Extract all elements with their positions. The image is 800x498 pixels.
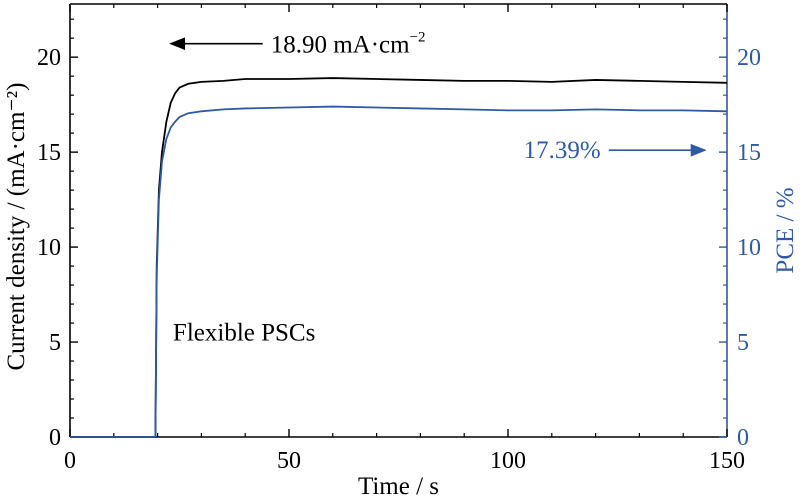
right-y-axis-ticks: 0 5 10 15 20 <box>719 18 761 451</box>
left-y-axis-ticks: 0 5 10 15 20 <box>37 18 78 451</box>
left-y-tick-label: 5 <box>49 330 61 356</box>
current-annotation-superscript: −2 <box>410 30 426 46</box>
right-y-tick-label: 15 <box>737 140 761 166</box>
left-y-tick-label: 20 <box>37 45 61 71</box>
current-annotation: 18.90 mA·cm−2 <box>169 30 426 59</box>
series-current-density-line <box>70 77 728 438</box>
right-y-tick-label: 0 <box>737 425 749 451</box>
current-annotation-value: 18.90 mA·cm <box>271 32 410 59</box>
plot-area: 0 50 100 150 0 5 10 15 20 0 5 10 15 20 <box>37 3 761 474</box>
x-tick-label: 0 <box>64 448 76 474</box>
right-y-tick-label: 20 <box>737 45 761 71</box>
left-y-axis-title: Current density / (mA·cm⁻²) <box>3 83 30 371</box>
left-y-tick-label: 10 <box>37 235 61 261</box>
pce-annotation-text: 17.39% <box>524 137 601 164</box>
series-pce-line <box>70 105 728 438</box>
current-annotation-text: 18.90 mA·cm−2 <box>271 30 426 59</box>
x-tick-label: 150 <box>709 448 745 474</box>
x-tick-label: 100 <box>490 448 526 474</box>
left-y-tick-label: 15 <box>37 140 61 166</box>
x-axis-ticks: 0 50 100 150 <box>64 4 745 474</box>
right-y-tick-label: 10 <box>737 235 761 261</box>
left-y-tick-label: 0 <box>49 425 61 451</box>
x-tick-label: 50 <box>277 448 301 474</box>
x-axis-title: Time / s <box>358 473 439 498</box>
flexible-pscs-label: Flexible PSCs <box>173 320 315 347</box>
right-y-axis-title: PCE / % <box>772 187 799 273</box>
right-y-tick-label: 5 <box>737 330 749 356</box>
pce-annotation: 17.39% <box>524 137 707 164</box>
